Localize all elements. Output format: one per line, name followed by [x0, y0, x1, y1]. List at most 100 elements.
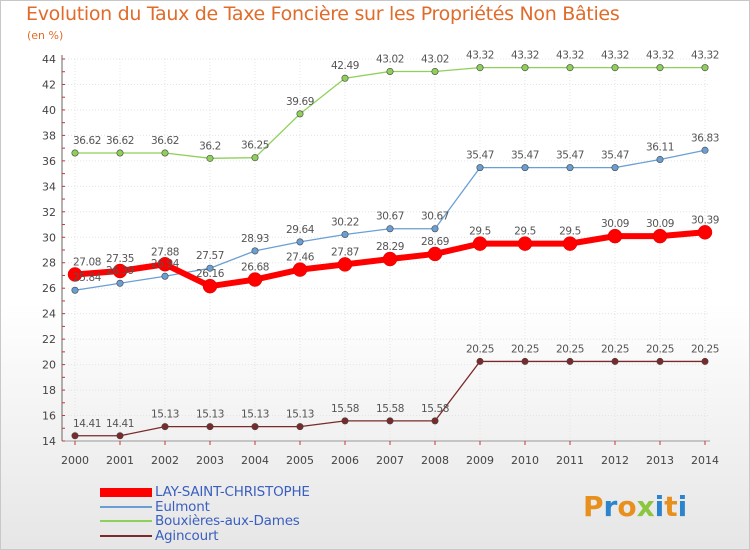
- y-tick-label: 38: [42, 129, 56, 142]
- legend-item: Bouxières-aux-Dames: [100, 513, 310, 530]
- data-label: 20.25: [601, 343, 629, 355]
- x-tick-label: 2013: [646, 454, 674, 467]
- data-label: 30.39: [691, 214, 719, 226]
- data-point: [476, 164, 484, 172]
- line-chart: 14 16 18 20 22 24 26 28 30 32 34 36 38 40 42 44 2000 2001…: [42, 50, 719, 467]
- data-point: [71, 286, 79, 294]
- data-label: 36.62: [106, 135, 134, 147]
- legend-swatch: [100, 520, 152, 523]
- data-label: 26.68: [241, 262, 269, 274]
- data-label: 29.64: [286, 224, 315, 236]
- chart-title: Evolution du Taux de Taxe Foncière sur l…: [26, 3, 620, 25]
- data-label: 20.25: [556, 343, 584, 355]
- data-label: 26.39: [106, 265, 134, 277]
- data-point: [296, 238, 304, 246]
- data-point: [116, 432, 124, 440]
- data-point: [566, 164, 574, 172]
- data-point: [71, 149, 79, 157]
- logo-letter: o: [617, 490, 637, 523]
- data-point: [431, 225, 439, 233]
- data-label: 29.5: [469, 226, 491, 238]
- data-point: [701, 146, 709, 154]
- data-point: [566, 64, 574, 72]
- x-tick-label: 2014: [691, 454, 719, 467]
- data-label: 35.47: [511, 150, 539, 162]
- data-label: 20.25: [691, 343, 719, 355]
- data-label: 30.09: [646, 218, 674, 230]
- data-label: 15.58: [331, 403, 359, 415]
- data-label: 15.13: [241, 409, 269, 421]
- data-label: 27.35: [106, 253, 134, 265]
- data-point: [656, 357, 664, 365]
- x-tick-label: 2006: [331, 454, 359, 467]
- y-tick-label: 32: [42, 206, 56, 219]
- data-label: 36.11: [646, 141, 674, 153]
- data-point: [386, 67, 394, 75]
- proxiti-logo: Proxiti: [583, 490, 687, 523]
- data-label: 43.02: [376, 53, 404, 65]
- data-label: 43.32: [601, 50, 629, 62]
- data-label: 43.32: [691, 50, 719, 62]
- data-label: 20.25: [646, 343, 674, 355]
- legend-label: Bouxières-aux-Dames: [155, 513, 300, 530]
- y-tick-label: 36: [42, 155, 56, 168]
- data-point: [67, 267, 83, 282]
- data-point: [251, 154, 259, 162]
- y-tick-label: 34: [42, 180, 56, 193]
- logo-letter: i: [654, 490, 665, 523]
- y-tick-label: 44: [42, 53, 56, 66]
- data-label: 43.32: [646, 50, 674, 62]
- data-label: 43.32: [511, 50, 539, 62]
- data-point: [521, 164, 529, 172]
- y-tick-label: 30: [42, 231, 56, 244]
- data-point: [206, 423, 214, 431]
- legend-label: LAY-SAINT-CHRISTOPHE: [155, 484, 310, 501]
- data-label: 36.62: [151, 135, 179, 147]
- legend-swatch: [100, 534, 152, 537]
- data-label: 27.87: [331, 246, 359, 258]
- data-label: 30.22: [331, 216, 359, 228]
- data-label: 26.16: [196, 268, 225, 280]
- data-point: [701, 64, 709, 72]
- data-point: [296, 423, 304, 431]
- data-label: 30.67: [376, 211, 404, 223]
- data-label: 43.02: [421, 53, 449, 65]
- legend-item: Agincourt: [100, 528, 310, 544]
- data-label: 27.46: [286, 252, 315, 264]
- legend-item: LAY-SAINT-CHRISTOPHE: [100, 484, 310, 501]
- data-label: 15.13: [286, 409, 314, 421]
- data-point: [427, 246, 443, 262]
- data-label: 20.25: [511, 343, 539, 355]
- data-label: 36.83: [691, 132, 719, 144]
- data-label: 27.57: [196, 250, 224, 262]
- chart-legend: LAY-SAINT-CHRISTOPHE Eulmont Bouxières-aux…: [100, 484, 310, 544]
- data-label: 15.13: [151, 409, 179, 421]
- x-tick-label: 2003: [196, 454, 224, 467]
- data-label: 15.58: [421, 403, 449, 415]
- data-point: [206, 264, 214, 272]
- data-label: 25.84: [73, 272, 102, 284]
- data-point: [206, 154, 214, 162]
- data-point: [611, 357, 619, 365]
- data-point: [341, 230, 349, 238]
- data-label: 20.25: [466, 343, 494, 355]
- y-tick-label: 18: [42, 384, 56, 397]
- data-label: 15.13: [196, 409, 224, 421]
- data-point: [116, 149, 124, 157]
- data-label: 27.08: [73, 256, 101, 268]
- data-label: 29.5: [559, 226, 581, 238]
- data-point: [652, 228, 668, 244]
- legend-label: Eulmont: [155, 498, 210, 515]
- data-point: [697, 225, 713, 240]
- data-point: [116, 279, 124, 287]
- data-label: 36.2: [199, 140, 221, 152]
- data-point: [337, 257, 353, 272]
- data-label: 28.69: [421, 236, 449, 248]
- data-label: 39.69: [286, 96, 314, 108]
- x-tick-label: 2008: [421, 454, 449, 467]
- y-tick-label: 24: [42, 308, 56, 321]
- data-point: [566, 357, 574, 365]
- data-point: [341, 417, 349, 425]
- data-point: [341, 74, 349, 82]
- data-label: 14.41: [73, 418, 101, 430]
